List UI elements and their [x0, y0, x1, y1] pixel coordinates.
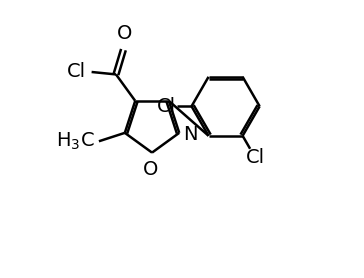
Text: O: O — [143, 160, 158, 179]
Text: O: O — [117, 24, 132, 43]
Text: H$_3$C: H$_3$C — [56, 131, 95, 152]
Text: Cl: Cl — [67, 63, 86, 81]
Text: Cl: Cl — [246, 148, 265, 167]
Text: Cl: Cl — [157, 97, 176, 116]
Text: N: N — [183, 125, 198, 144]
